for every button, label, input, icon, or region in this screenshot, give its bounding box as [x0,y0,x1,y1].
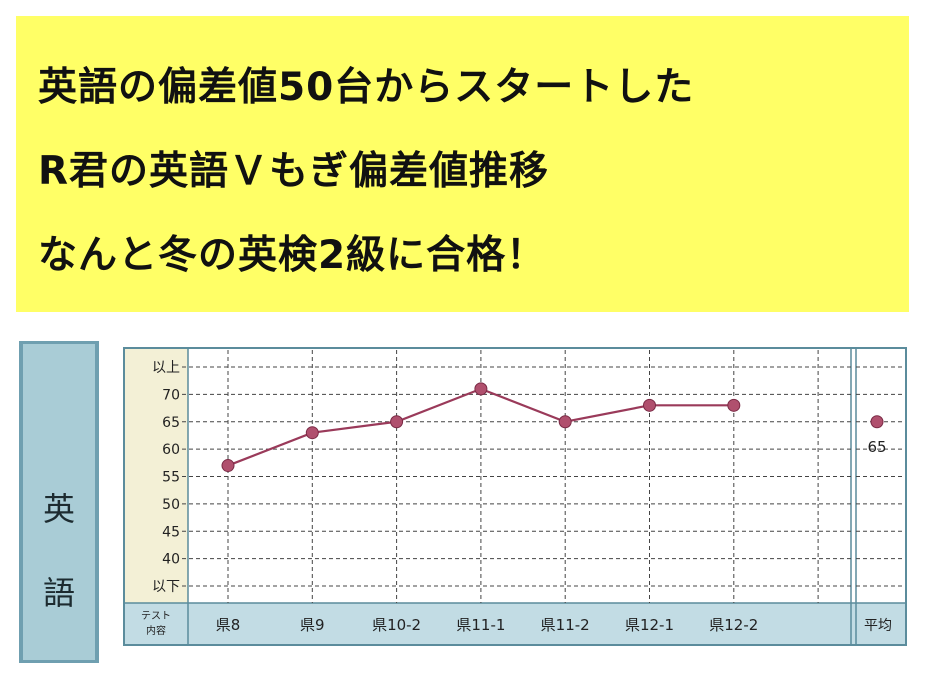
headline-line-2: R君の英語Ｖもぎ偏差値推移 [38,149,550,194]
data-point [727,398,741,412]
y-tick-label: 70 [162,387,180,403]
y-tick-label: 40 [162,552,180,568]
x-axis-title-line-2: 内容 [146,624,166,637]
x-axis-title-line-1: テスト [141,611,171,622]
data-point [390,415,404,429]
y-tick-label: 以下 [152,579,180,595]
headline-line-1: 英語の偏差値50台からスタートした [38,65,695,110]
y-tick-label: 65 [162,415,180,431]
y-tick-label: 45 [162,524,180,540]
x-tick-label: 県12-1 [625,616,674,634]
headline-banner: 英語の偏差値50台からスタートした R君の英語Ｖもぎ偏差値推移 なんと冬の英検2… [16,16,909,312]
average-column-label: 平均 [864,618,892,634]
y-tick-label: 60 [162,442,180,458]
chart-frame [123,347,907,646]
x-tick-label: 県11-2 [541,616,590,634]
data-point [558,415,572,429]
x-tick-label: 県9 [300,616,325,634]
y-tick-label: 以上 [152,360,180,376]
y-tick-label: 50 [162,497,180,513]
average-point [870,415,884,429]
data-point [305,426,319,440]
headline-line-3: なんと冬の英検2級に合格！ [38,233,547,278]
subject-char-2: 語 [42,574,75,612]
subject-label-panel: 英 語 [19,341,99,663]
data-point [474,382,488,396]
y-tick-label: 55 [162,470,180,486]
average-value-label: 65 [867,438,886,456]
x-tick-label: 県12-2 [709,616,758,634]
data-point [643,398,656,412]
x-tick-label: 県11-1 [456,616,505,634]
data-point [221,459,235,473]
x-label-band [125,603,905,644]
y-tick-band [125,349,188,603]
subject-char-1: 英 [42,490,75,528]
x-tick-label: 県10-2 [372,616,421,634]
x-tick-label: 県8 [216,616,241,634]
